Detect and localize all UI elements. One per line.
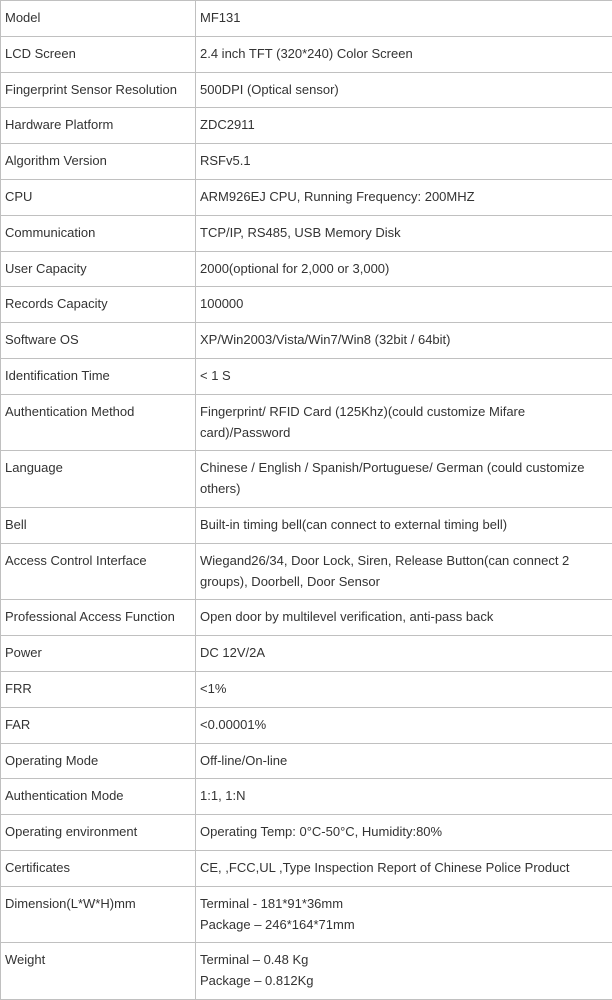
table-row: Fingerprint Sensor Resolution500DPI (Opt… [1,72,612,108]
spec-label: Access Control Interface [1,543,196,600]
spec-value: Open door by multilevel verification, an… [196,600,612,636]
spec-value: TCP/IP, RS485, USB Memory Disk [196,215,612,251]
spec-label: Authentication Mode [1,779,196,815]
spec-value: <0.00001% [196,707,612,743]
table-row: CommunicationTCP/IP, RS485, USB Memory D… [1,215,612,251]
spec-label: Algorithm Version [1,144,196,180]
spec-label: Power [1,636,196,672]
spec-value: Off-line/On-line [196,743,612,779]
table-row: Professional Access FunctionOpen door by… [1,600,612,636]
spec-value: Fingerprint/ RFID Card (125Khz)(could cu… [196,394,612,451]
table-row: Hardware Platform ZDC2911 [1,108,612,144]
spec-label: CPU [1,179,196,215]
spec-value: 500DPI (Optical sensor) [196,72,612,108]
spec-value: Built-in timing bell(can connect to exte… [196,507,612,543]
spec-label: Records Capacity [1,287,196,323]
spec-label: Authentication Method [1,394,196,451]
spec-label: FAR [1,707,196,743]
spec-label: Bell [1,507,196,543]
spec-value: RSFv5.1 [196,144,612,180]
spec-value: Operating Temp: 0°C-50°C, Humidity:80% [196,815,612,851]
spec-label: Operating Mode [1,743,196,779]
spec-label: FRR [1,671,196,707]
table-row: CPUARM926EJ CPU, Running Frequency: 200M… [1,179,612,215]
table-row: Operating ModeOff-line/On-line [1,743,612,779]
table-row: LanguageChinese / English / Spanish/Port… [1,451,612,508]
spec-label: Professional Access Function [1,600,196,636]
spec-label: LCD Screen [1,36,196,72]
spec-label: Hardware Platform [1,108,196,144]
spec-value: Terminal - 181*91*36mm Package – 246*164… [196,886,612,943]
table-row: WeightTerminal – 0.48 Kg Package – 0.812… [1,943,612,1000]
spec-label: Software OS [1,323,196,359]
spec-label: Language [1,451,196,508]
table-row: Software OSXP/Win2003/Vista/Win7/Win8 (3… [1,323,612,359]
spec-value: ARM926EJ CPU, Running Frequency: 200MHZ [196,179,612,215]
table-row: Dimension(L*W*H)mmTerminal - 181*91*36mm… [1,886,612,943]
spec-value: 2000(optional for 2,000 or 3,000) [196,251,612,287]
spec-label: Weight [1,943,196,1000]
spec-value: Terminal – 0.48 Kg Package – 0.812Kg [196,943,612,1000]
table-row: User Capacity2000(optional for 2,000 or … [1,251,612,287]
spec-value: < 1 S [196,358,612,394]
spec-value: DC 12V/2A [196,636,612,672]
spec-label: User Capacity [1,251,196,287]
spec-label: Identification Time [1,358,196,394]
table-row: Authentication MethodFingerprint/ RFID C… [1,394,612,451]
table-row: LCD Screen2.4 inch TFT (320*240) Color S… [1,36,612,72]
spec-value: 100000 [196,287,612,323]
table-row: Records Capacity100000 [1,287,612,323]
table-row: Identification Time< 1 S [1,358,612,394]
specs-tbody: ModelMF131LCD Screen2.4 inch TFT (320*24… [1,1,612,1000]
table-row: BellBuilt-in timing bell(can connect to … [1,507,612,543]
spec-value: <1% [196,671,612,707]
table-row: ModelMF131 [1,1,612,37]
spec-value: MF131 [196,1,612,37]
table-row: Operating environmentOperating Temp: 0°C… [1,815,612,851]
table-row: PowerDC 12V/2A [1,636,612,672]
spec-value: Wiegand26/34, Door Lock, Siren, Release … [196,543,612,600]
spec-value: Chinese / English / Spanish/Portuguese/ … [196,451,612,508]
spec-label: Communication [1,215,196,251]
table-row: Algorithm Version RSFv5.1 [1,144,612,180]
table-row: Access Control InterfaceWiegand26/34, Do… [1,543,612,600]
table-row: Authentication Mode1:1, 1:N [1,779,612,815]
spec-label: Dimension(L*W*H)mm [1,886,196,943]
spec-value: XP/Win2003/Vista/Win7/Win8 (32bit / 64bi… [196,323,612,359]
table-row: FRR<1% [1,671,612,707]
table-row: FAR<0.00001% [1,707,612,743]
spec-label: Fingerprint Sensor Resolution [1,72,196,108]
specs-table: ModelMF131LCD Screen2.4 inch TFT (320*24… [0,0,612,1000]
spec-label: Model [1,1,196,37]
spec-value: 1:1, 1:N [196,779,612,815]
spec-value: ZDC2911 [196,108,612,144]
spec-value: 2.4 inch TFT (320*240) Color Screen [196,36,612,72]
spec-label: Operating environment [1,815,196,851]
